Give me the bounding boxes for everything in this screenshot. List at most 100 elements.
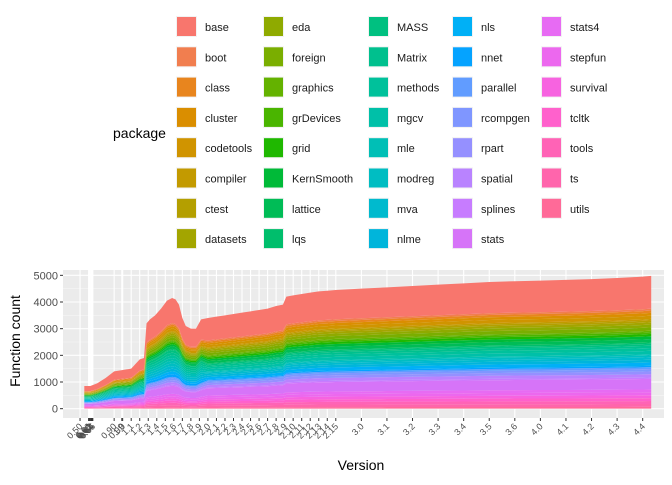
legend-label-ts: ts <box>570 174 579 186</box>
legend-label-mle: mle <box>397 143 415 155</box>
legend-swatch-graphics <box>264 77 283 97</box>
area-stats <box>84 378 652 406</box>
legend-label-mgcv: mgcv <box>397 113 424 125</box>
x-tick-label: 3.4 <box>452 421 468 437</box>
legend-label-base: base <box>205 22 229 34</box>
y-tick-label: 5000 <box>34 270 58 282</box>
legend-label-tcltk: tcltk <box>570 113 590 125</box>
legend-swatch-nlme <box>369 229 388 249</box>
area-stepfun <box>84 392 652 407</box>
legend-label-utils: utils <box>570 204 590 216</box>
y-axis-title: Function count <box>7 295 23 387</box>
legend-swatch-mle <box>369 138 388 158</box>
legend-swatch-lattice <box>264 198 283 218</box>
legend-swatch-stats <box>453 229 472 249</box>
legend-label-lqs: lqs <box>292 234 307 246</box>
legend-swatch-boot <box>177 47 196 67</box>
legend-swatch-ctest <box>177 198 196 218</box>
legend-swatch-stats4 <box>542 17 561 36</box>
x-axis: 0.500.600.610.620.630.640.65 0.900.991.01… <box>65 418 647 441</box>
legend-swatch-mva <box>369 198 388 218</box>
legend-label-nls: nls <box>481 22 496 34</box>
y-tick-label: 4000 <box>34 297 58 309</box>
legend-label-tools: tools <box>570 143 594 155</box>
legend-label-stats4: stats4 <box>570 22 599 34</box>
area-spatial <box>84 374 652 404</box>
legend-swatch-class <box>177 77 196 97</box>
legend-swatch-compiler <box>177 168 196 188</box>
area-nls <box>84 362 652 402</box>
y-tick-label: 0 <box>52 404 58 416</box>
x-tick-label: 4.3 <box>606 421 622 437</box>
legend-swatch-lqs <box>264 229 283 249</box>
y-tick-label: 2000 <box>34 350 58 362</box>
x-tick-label: 4.2 <box>580 421 596 437</box>
area-splines <box>84 377 652 404</box>
x-tick-label: 3.5 <box>478 421 494 437</box>
legend-swatch-KernSmooth <box>264 168 283 188</box>
legend-swatch-mgcv <box>369 107 388 127</box>
legend-swatch-datasets <box>177 229 196 249</box>
x-tick-label: 0.65 <box>78 421 97 440</box>
x-tick-label: 4.0 <box>529 421 545 437</box>
legend-label-foreign: foreign <box>292 52 326 64</box>
legend-swatch-nls <box>453 17 472 36</box>
x-tick-label: 3.1 <box>375 421 391 437</box>
legend-label-nnet: nnet <box>481 52 502 64</box>
legend-label-grid: grid <box>292 143 310 155</box>
area-survival <box>84 395 652 408</box>
legend-label-class: class <box>205 83 231 95</box>
legend-swatch-parallel <box>453 77 472 97</box>
legend-label-rcompgen: rcompgen <box>481 113 530 125</box>
legend-swatch-cluster <box>177 107 196 127</box>
legend-label-stepfun: stepfun <box>570 52 606 64</box>
legend-swatch-MASS <box>369 17 388 36</box>
legend-swatch-methods <box>369 77 388 97</box>
area-nlme <box>84 359 652 402</box>
legend-label-compiler: compiler <box>205 174 247 186</box>
legend-label-methods: methods <box>397 83 440 95</box>
legend-label-mva: mva <box>397 204 419 216</box>
legend-label-lattice: lattice <box>292 204 321 216</box>
legend-swatch-splines <box>453 198 472 218</box>
area-parallel <box>84 367 652 403</box>
legend-swatch-grDevices <box>264 107 283 127</box>
legend-label-modreg: modreg <box>397 174 434 186</box>
legend-label-graphics: graphics <box>292 83 334 95</box>
y-tick-label: 3000 <box>34 324 58 336</box>
y-tick-label: 1000 <box>34 377 58 389</box>
legend-label-ctest: ctest <box>205 204 228 216</box>
legend-label-spatial: spatial <box>481 174 513 186</box>
legend-label-datasets: datasets <box>205 234 247 246</box>
area-stats4 <box>84 389 652 407</box>
legend-label-splines: splines <box>481 204 516 216</box>
area-ts <box>84 403 652 409</box>
legend-swatch-tools <box>542 138 561 158</box>
legend-swatch-modreg <box>369 168 388 188</box>
legend-label-survival: survival <box>570 83 607 95</box>
area-rcompgen <box>84 369 652 403</box>
legend-swatch-rpart <box>453 138 472 158</box>
legend-swatch-base <box>177 17 196 36</box>
x-axis-title: Version <box>338 457 385 473</box>
legend-label-grDevices: grDevices <box>292 113 341 125</box>
stacked-areas <box>84 275 652 409</box>
legend-swatch-survival <box>542 77 561 97</box>
legend-label-boot: boot <box>205 52 226 64</box>
area-rpart <box>84 371 652 404</box>
x-tick-label: 4.4 <box>631 421 647 437</box>
legend-swatch-ts <box>542 168 561 188</box>
area-tcltk <box>84 398 652 408</box>
legend-label-nlme: nlme <box>397 234 421 246</box>
legend-label-MASS: MASS <box>397 22 428 34</box>
x-tick-label: 3.2 <box>401 421 417 437</box>
legend-swatch-codetools <box>177 138 196 158</box>
x-tick-label: 4.1 <box>554 421 570 437</box>
legend-swatch-stepfun <box>542 47 561 67</box>
legend-swatch-utils <box>542 198 561 218</box>
legend-swatch-eda <box>264 17 283 36</box>
x-tick-label: 3.6 <box>503 421 519 437</box>
legend-label-Matrix: Matrix <box>397 52 427 64</box>
